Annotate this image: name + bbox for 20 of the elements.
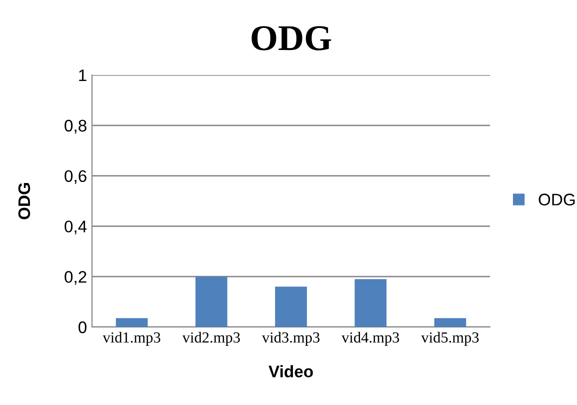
legend-label: ODG xyxy=(538,194,575,206)
y-tick-label: 0,6 xyxy=(64,170,86,184)
bar xyxy=(275,286,307,327)
x-tick-label: vid2.mp3 xyxy=(182,332,240,346)
y-tick-label: 1 xyxy=(79,70,86,82)
x-tick-label: vid5.mp3 xyxy=(421,332,479,346)
y-tick-label: 0,2 xyxy=(64,271,86,285)
y-tick-label: 0 xyxy=(78,321,86,334)
bar xyxy=(116,318,148,327)
x-tick-label: vid4.mp3 xyxy=(342,332,400,346)
bar xyxy=(434,318,466,327)
x-tick-label: vid1.mp3 xyxy=(102,332,160,346)
bar xyxy=(354,279,387,327)
bar xyxy=(195,276,228,327)
x-tick-label: vid3.mp3 xyxy=(262,332,320,346)
chart-title: ODG xyxy=(252,26,332,50)
y-tick-label: 0,4 xyxy=(64,220,87,234)
x-axis-title: Video xyxy=(268,365,313,378)
y-tick-label: 0,8 xyxy=(64,120,86,134)
y-axis-title: ODG xyxy=(18,183,30,220)
